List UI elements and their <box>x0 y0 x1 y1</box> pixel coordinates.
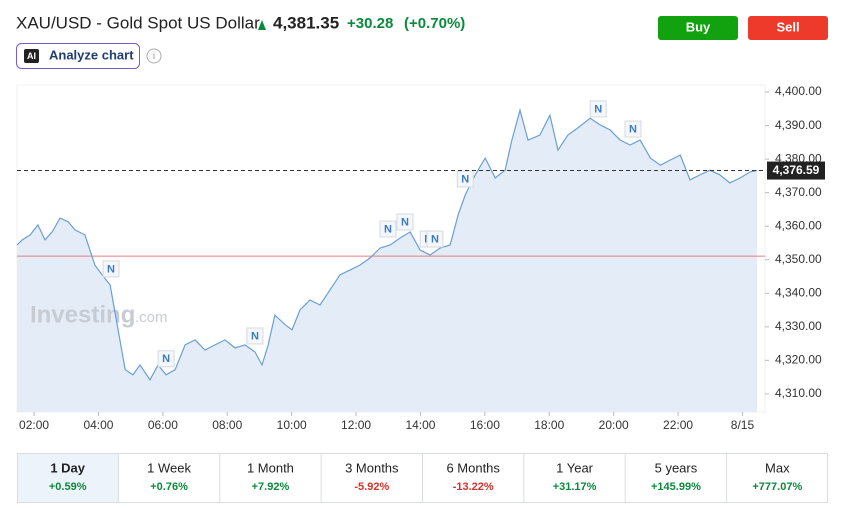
watermark: Investing <box>30 301 135 328</box>
period-tabs: 1 Day +0.59% 1 Week +0.76% 1 Month +7.92% 3 Mo… <box>17 453 828 503</box>
tab-change[interactable]: -5.92% <box>354 481 389 493</box>
period-tab[interactable]: Max +777.07% <box>726 453 803 503</box>
news-marker[interactable] <box>396 213 414 231</box>
tab-change[interactable]: +7.92% <box>252 481 290 493</box>
tab-label[interactable]: Max <box>765 460 790 475</box>
period-tab[interactable]: 1 Year +31.17% <box>523 453 597 503</box>
x-tick-label: 8/15 <box>731 418 755 432</box>
y-tick-label: 4,340.00 <box>775 285 822 299</box>
x-tick-label: 14:00 <box>405 418 435 432</box>
x-tick-label: 16:00 <box>470 418 500 432</box>
news-marker-label[interactable]: N <box>401 216 409 228</box>
news-marker[interactable] <box>379 220 397 238</box>
sell-button-bg[interactable] <box>748 16 828 40</box>
ai-badge-text[interactable]: AI <box>27 51 36 61</box>
tab-change[interactable]: -13.22% <box>453 481 494 493</box>
news-marker[interactable] <box>157 350 175 368</box>
buy-label[interactable]: Buy <box>686 19 711 34</box>
analyze-label[interactable]: Analyze chart <box>49 47 134 62</box>
x-tick-label: 04:00 <box>83 418 113 432</box>
news-marker[interactable] <box>426 230 444 248</box>
period-tab[interactable]: 3 Months -5.92% <box>320 453 399 503</box>
price-change: +30.28 <box>347 15 393 32</box>
x-tick-label: 22:00 <box>663 418 693 432</box>
y-tick-label: 4,350.00 <box>775 252 822 266</box>
news-marker-label[interactable]: N <box>431 233 439 245</box>
tab-label[interactable]: 5 years <box>655 460 698 475</box>
analyze-border[interactable] <box>16 43 140 69</box>
tab-label[interactable]: 6 Months <box>446 460 500 475</box>
tab-selected-bg[interactable] <box>18 454 119 502</box>
sell-label[interactable]: Sell <box>776 19 799 34</box>
y-tick-label: 4,390.00 <box>775 118 822 132</box>
tab-change[interactable]: +0.76% <box>150 481 188 493</box>
x-tick-label: 12:00 <box>341 418 371 432</box>
ai-badge[interactable] <box>24 49 39 63</box>
x-tick-label: 20:00 <box>599 418 629 432</box>
news-marker[interactable] <box>624 120 642 138</box>
period-tab[interactable]: 6 Months -13.22% <box>422 453 501 503</box>
news-marker[interactable] <box>589 100 607 118</box>
news-marker-label[interactable]: N <box>384 223 392 235</box>
news-marker-label[interactable]: N <box>107 263 115 275</box>
tab-label[interactable]: 1 Year <box>556 460 594 475</box>
sell-button[interactable]: Sell <box>748 16 828 40</box>
y-tick-label: 4,400.00 <box>775 84 822 98</box>
tab-label[interactable]: 3 Months <box>345 460 399 475</box>
instrument-title: XAU/USD - Gold Spot US Dollar <box>16 13 260 32</box>
last-price-box <box>767 161 825 180</box>
price-area <box>17 110 757 412</box>
price-line <box>16 107 758 381</box>
tab-label[interactable]: 1 Week <box>147 460 191 475</box>
period-tab[interactable]: 1 Month +7.92% <box>219 453 294 503</box>
news-marker-label[interactable]: N <box>461 173 469 185</box>
news-marker-label[interactable]: N <box>251 330 259 342</box>
tab-change[interactable]: +777.07% <box>752 481 802 493</box>
y-tick-label: 4,360.00 <box>775 218 822 232</box>
y-tick-label: 4,310.00 <box>775 386 822 400</box>
chart: Investing.comNNNNNNNNNN4,310.004,320.004… <box>16 84 825 432</box>
analyze-chart-button[interactable]: AI Analyze chart <box>16 43 140 69</box>
x-tick-label: 08:00 <box>212 418 242 432</box>
price-change-pct: (+0.70%) <box>404 15 465 32</box>
news-marker[interactable] <box>246 327 264 345</box>
news-marker-label[interactable]: N <box>594 103 602 115</box>
x-tick-label: 02:00 <box>19 418 49 432</box>
period-tab[interactable]: 1 Day +0.59% <box>18 454 119 502</box>
y-tick-label: 4,330.00 <box>775 319 822 333</box>
last-price-label: 4,376.59 <box>773 163 820 177</box>
x-tick-label: 18:00 <box>534 418 564 432</box>
x-tick-label: 06:00 <box>148 418 178 432</box>
y-tick-label: 4,370.00 <box>775 185 822 199</box>
y-tick-label: 4,320.00 <box>775 353 822 367</box>
tab-change[interactable]: +31.17% <box>553 481 597 493</box>
price: 4,381.35 <box>273 13 339 32</box>
x-tick-label: 10:00 <box>277 418 307 432</box>
info-icon[interactable] <box>146 48 162 64</box>
up-arrow-stem <box>261 26 263 30</box>
news-marker-label[interactable]: N <box>629 123 637 135</box>
period-tab[interactable]: 5 years +145.99% <box>624 453 701 503</box>
info-icon-text[interactable]: i <box>153 51 155 62</box>
up-arrow <box>258 20 266 30</box>
tab-label[interactable]: 1 Day <box>50 460 85 475</box>
buy-button-bg[interactable] <box>658 16 738 40</box>
tab-change[interactable]: +145.99% <box>651 481 701 493</box>
news-marker[interactable] <box>102 260 120 278</box>
period-tab[interactable]: 1 Week +0.76% <box>117 453 191 503</box>
watermark-suffix: .com <box>135 309 168 326</box>
news-marker-label[interactable]: N <box>162 353 170 365</box>
tab-label[interactable]: 1 Month <box>247 460 294 475</box>
buy-button[interactable]: Buy <box>658 16 738 40</box>
tab-change[interactable]: +0.59% <box>49 481 87 493</box>
